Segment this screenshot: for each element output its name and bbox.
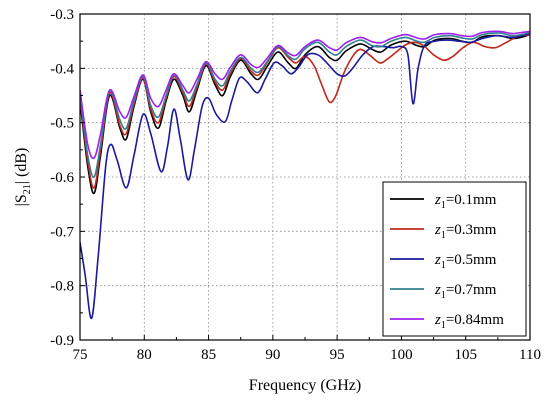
series-line-4 <box>80 31 530 178</box>
y-axis-title-sub: 21 <box>22 184 33 194</box>
legend-label-var: z <box>434 222 441 238</box>
legend-label-rest: =0.7mm <box>446 282 497 298</box>
y-tick-label: -0.6 <box>50 170 74 186</box>
legend-label-rest: =0.3mm <box>446 222 497 238</box>
x-tick-label: 100 <box>390 347 413 363</box>
legend-label-sub: 1 <box>441 290 446 301</box>
y-tick-label: -0.5 <box>50 116 74 132</box>
x-tick-label: 90 <box>265 347 280 363</box>
x-tick-label: 110 <box>519 347 541 363</box>
legend-label-sub: 1 <box>441 200 446 211</box>
legend-label-4: z1=0.7mm <box>434 282 497 301</box>
x-axis-title: Frequency (GHz) <box>249 377 361 394</box>
legend-label-var: z <box>434 312 441 328</box>
legend-label-3: z1=0.5mm <box>434 252 497 271</box>
series-line-3 <box>80 32 530 320</box>
legend-label-5: z1=0.84mm <box>434 312 504 331</box>
y-tick-label: -0.8 <box>50 279 74 295</box>
legend-label-sub: 1 <box>441 320 446 331</box>
y-tick-label: -0.3 <box>50 7 74 23</box>
x-tick-label: 85 <box>201 347 216 363</box>
legend-label-2: z1=0.3mm <box>434 222 497 241</box>
y-tick-label: -0.7 <box>50 224 74 240</box>
grid-lines <box>80 14 530 340</box>
legend-label-var: z <box>434 252 441 268</box>
tick-labels: 75 80 85 90 95 100 105 110 -0.9 -0.8 -0.7 -0.6 -0.5 -… <box>50 7 541 363</box>
y-tick-label: -0.9 <box>50 333 74 349</box>
legend-label-rest: =0.5mm <box>446 252 497 268</box>
legend-label-sub: 1 <box>441 260 446 271</box>
y-axis-title-pre: |S <box>13 194 30 206</box>
legend-label-var: z <box>434 282 441 298</box>
x-tick-label: 75 <box>73 347 88 363</box>
series-line-5 <box>80 30 530 160</box>
legend-label-var: z <box>434 192 441 208</box>
y-tick-label: -0.4 <box>50 61 74 77</box>
legend-label-1: z1=0.1mm <box>434 192 497 211</box>
x-tick-label: 80 <box>137 347 152 363</box>
x-tick-label: 95 <box>330 347 345 363</box>
y-axis-title: |S21| (dB) <box>13 148 33 207</box>
legend-label-sub: 1 <box>441 230 446 241</box>
y-axis-title-post: | (dB) <box>13 148 30 185</box>
x-tick-label: 105 <box>454 347 477 363</box>
series-layer <box>80 30 530 320</box>
legend-label-rest: =0.1mm <box>446 192 497 208</box>
legend: z1=0.1mmz1=0.3mmz1=0.5mmz1=0.7mmz1=0.84m… <box>382 181 527 337</box>
legend-label-rest: =0.84mm <box>446 312 504 328</box>
